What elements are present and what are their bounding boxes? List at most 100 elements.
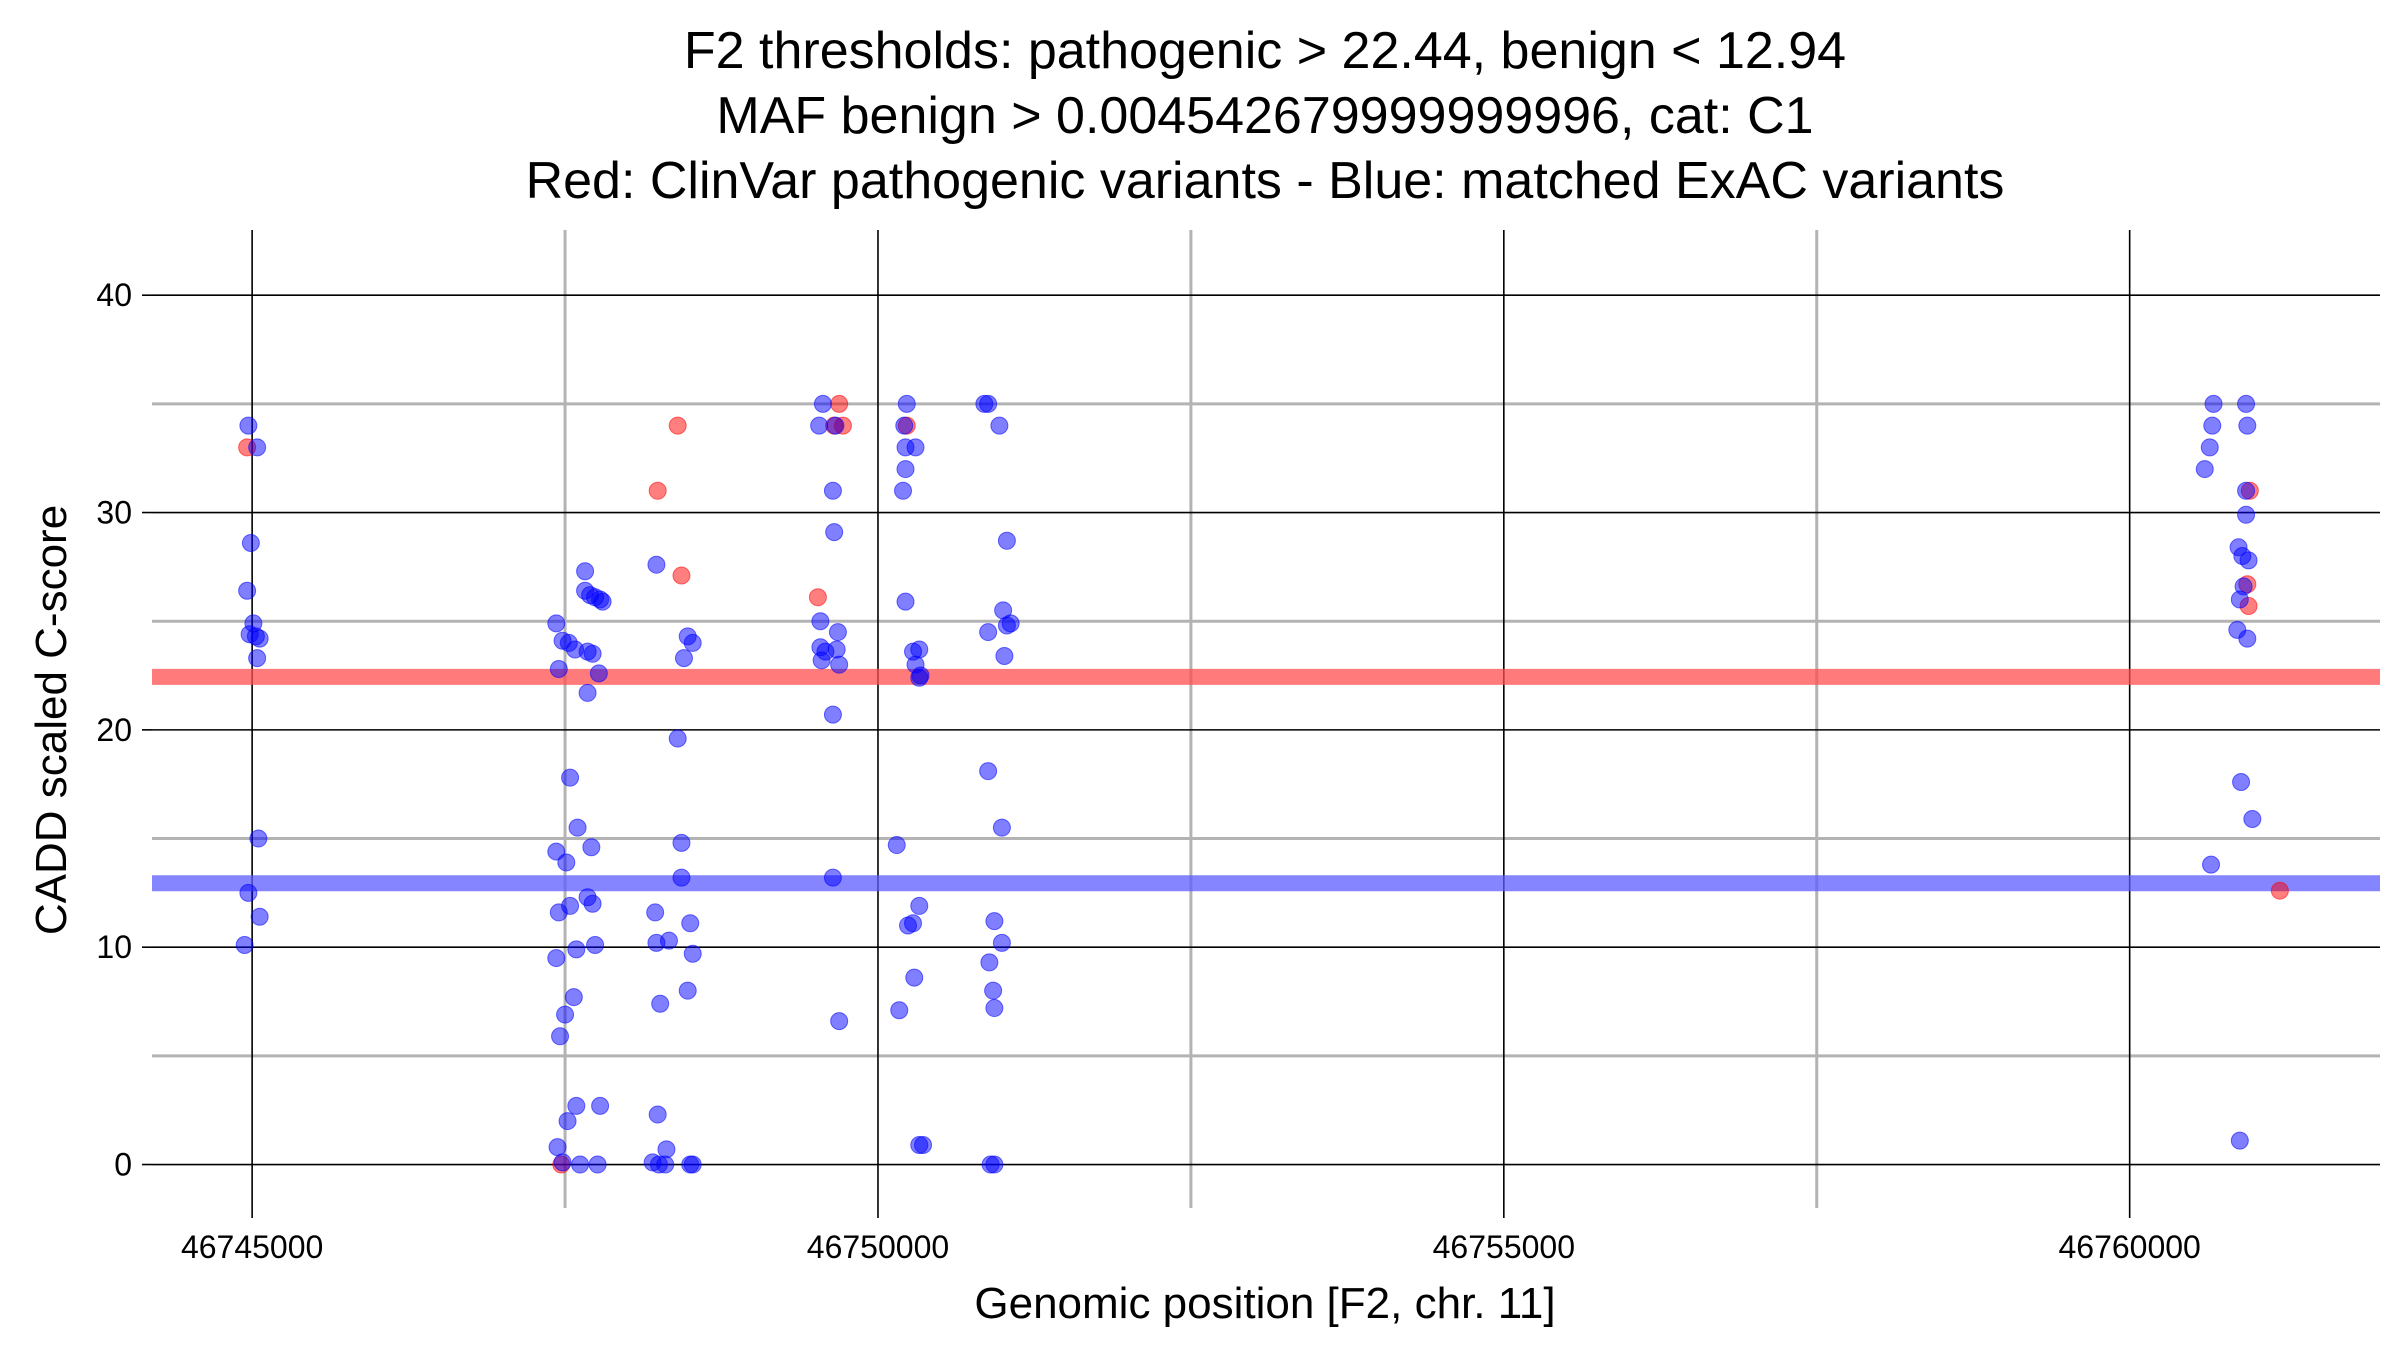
exac-point [914, 1135, 933, 1154]
exac-point [683, 633, 702, 652]
exac-point [239, 883, 258, 902]
exac-point [683, 1155, 702, 1174]
clinvar-point [830, 394, 849, 413]
grid-layer [152, 230, 2380, 1208]
x-tick-label: 46755000 [1433, 1229, 1575, 1265]
y-tick-label: 30 [96, 495, 132, 531]
exac-point [2237, 394, 2256, 413]
exac-point [2243, 809, 2262, 828]
exac-point [2204, 394, 2223, 413]
exac-point [2237, 481, 2256, 500]
exac-point [997, 531, 1016, 550]
exac-point [591, 1096, 610, 1115]
y-tick-label: 10 [96, 929, 132, 965]
exac-point [683, 944, 702, 963]
clinvar-point [668, 416, 687, 435]
exac-point [985, 912, 1004, 931]
exac-point [672, 868, 691, 887]
x-tick-label: 46745000 [181, 1229, 323, 1265]
exac-point [549, 660, 568, 679]
exac-point [668, 729, 687, 748]
exac-point [980, 953, 999, 972]
exac-point [827, 640, 846, 659]
exac-point [979, 394, 998, 413]
exac-point [995, 646, 1014, 665]
exac-point [567, 1096, 586, 1115]
exac-point [911, 666, 930, 685]
exac-point [823, 868, 842, 887]
exac-point [561, 896, 580, 915]
y-tick-label: 40 [96, 277, 132, 313]
exac-point [905, 968, 924, 987]
exac-point [548, 1138, 567, 1157]
clinvar-point [648, 481, 667, 500]
exac-point [984, 981, 1003, 1000]
exac-point [2237, 505, 2256, 524]
exac-point [910, 896, 929, 915]
exac-point [985, 999, 1004, 1018]
exac-point [547, 949, 566, 968]
exac-point [250, 907, 269, 926]
exac-point [826, 416, 845, 435]
exac-point [238, 581, 257, 600]
exac-point [561, 768, 580, 787]
exac-point [576, 562, 595, 581]
exac-point [646, 903, 665, 922]
exac-point [250, 629, 269, 648]
exac-point [830, 655, 849, 674]
exac-point [571, 1155, 590, 1174]
exac-point [248, 438, 267, 457]
exac-point [567, 940, 586, 959]
exac-point [811, 612, 830, 631]
exac-point [651, 994, 670, 1013]
exac-point [583, 644, 602, 663]
exac-point [564, 988, 583, 1007]
chart-title-line-1: F2 thresholds: pathogenic > 22.44, benig… [684, 22, 1846, 80]
exac-point [887, 836, 906, 855]
exac-point [656, 1155, 675, 1174]
exac-point [812, 651, 831, 670]
exac-point [2238, 416, 2257, 435]
points-layer [235, 394, 2289, 1174]
exac-point [828, 623, 847, 642]
exac-point [678, 981, 697, 1000]
exac-point [657, 1140, 676, 1159]
exac-point [2202, 855, 2221, 874]
exac-point [582, 838, 601, 857]
exac-point [985, 1155, 1004, 1174]
exac-point [990, 416, 1009, 435]
exac-point [2238, 629, 2257, 648]
exac-point [823, 481, 842, 500]
exac-point [906, 438, 925, 457]
exac-point [557, 853, 576, 872]
exac-point [647, 933, 666, 952]
exac-point [896, 460, 915, 479]
exac-point [241, 533, 260, 552]
exac-point [588, 1155, 607, 1174]
exac-point [992, 933, 1011, 952]
exac-point [979, 623, 998, 642]
exac-point [895, 416, 914, 435]
exac-point [904, 914, 923, 933]
exac-point [547, 614, 566, 633]
exac-point [589, 664, 608, 683]
x-tick-label: 46750000 [807, 1229, 949, 1265]
exac-point [249, 829, 268, 848]
exac-point [681, 914, 700, 933]
exac-point [830, 1012, 849, 1031]
exac-point [648, 1105, 667, 1124]
exac-point [556, 1005, 575, 1024]
exac-point [894, 481, 913, 500]
exac-point [896, 592, 915, 611]
exac-point [2203, 416, 2222, 435]
exac-point [593, 592, 612, 611]
threshold-layer [152, 668, 2380, 892]
exac-point [2239, 551, 2258, 570]
exac-point [2195, 460, 2214, 479]
exac-point [583, 894, 602, 913]
exac-point [897, 394, 916, 413]
axis-layer: 46745000 46750000 46755000 46760000 0 10 20 30 4… [96, 277, 2200, 1265]
exac-point [568, 818, 587, 837]
exac-point [578, 683, 597, 702]
